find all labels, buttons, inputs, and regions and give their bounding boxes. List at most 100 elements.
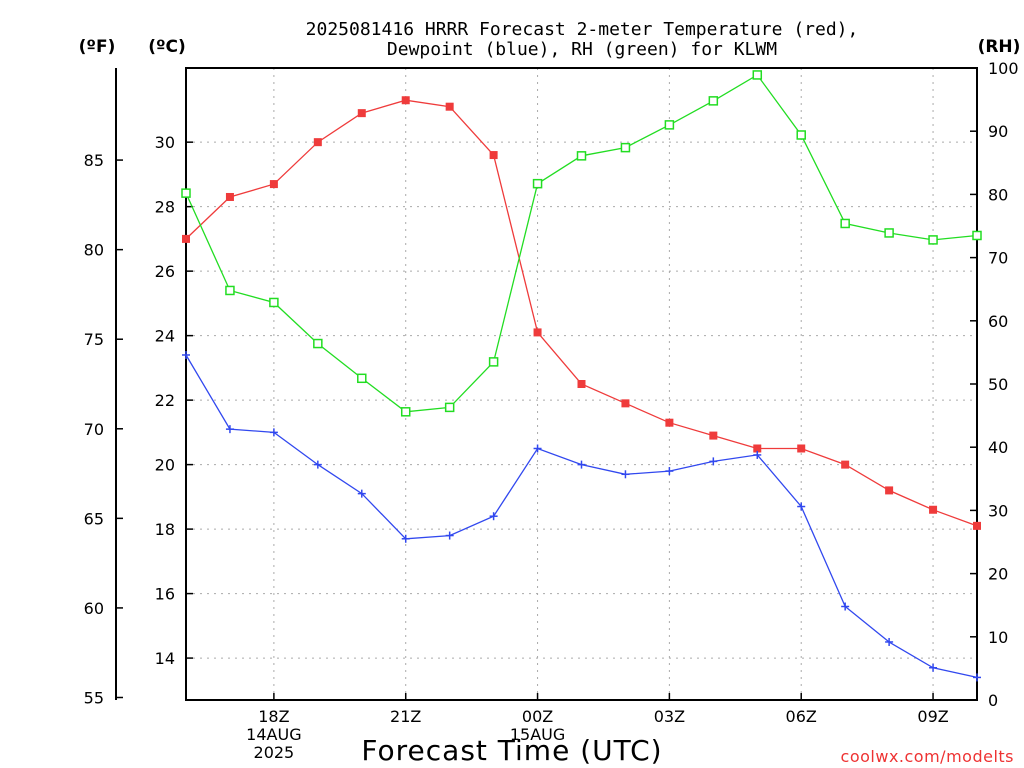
temperature-point — [665, 418, 674, 427]
rh-point — [181, 188, 191, 198]
rh-point — [532, 178, 543, 189]
fahrenheit-tick-label: 85 — [84, 151, 104, 170]
dewpoint-point — [182, 350, 190, 359]
dewpoint-point — [401, 534, 410, 543]
temperature-point — [577, 380, 586, 388]
series-rh — [181, 70, 982, 417]
temperature-point — [225, 192, 234, 201]
celsius-tick-label: 18 — [155, 520, 175, 539]
fahrenheit-tick-label: 55 — [84, 688, 104, 707]
temperature-point — [401, 96, 410, 105]
rh-point — [752, 70, 763, 80]
rh-point — [400, 407, 411, 417]
rh-point — [840, 218, 850, 229]
rh-point — [225, 285, 235, 296]
axes — [115, 67, 978, 701]
x-tick-label: 09Z — [917, 707, 948, 726]
dewpoint-point — [621, 470, 630, 479]
celsius-tick-label: 22 — [155, 391, 175, 410]
dewpoint-point — [313, 460, 322, 469]
dewpoint-point — [225, 425, 234, 434]
x-tick-label: 00Z — [522, 707, 553, 726]
celsius-tick-label: 24 — [155, 327, 175, 346]
rh-point — [928, 235, 938, 245]
celsius-tick-label: 28 — [155, 198, 175, 217]
temperature-point — [797, 444, 806, 453]
dewpoint-point — [841, 602, 850, 611]
temperature-point — [445, 102, 454, 111]
x-tick-label: 18Z — [258, 707, 289, 726]
temperature-point — [929, 505, 938, 514]
rh-point — [884, 228, 894, 238]
rh-tick-label: 20 — [988, 565, 1008, 584]
temperature-point — [533, 328, 542, 337]
dewpoint-point — [753, 450, 762, 459]
x-tick-label: 21Z — [390, 707, 421, 726]
dewpoint-point — [797, 502, 806, 511]
x-tick-label: 2025 — [254, 743, 295, 762]
fahrenheit-tick-label: 80 — [84, 241, 104, 260]
series-line-dewpoint — [185, 354, 978, 679]
celsius-tick-label: 30 — [155, 133, 175, 152]
temperature-point — [841, 460, 850, 469]
temperature-point — [709, 431, 718, 440]
temperature-point — [357, 109, 366, 118]
credit-text: coolwx.com/modelts — [841, 747, 1014, 766]
rh-point — [972, 230, 982, 241]
rh-point — [357, 373, 367, 384]
rh-tick-label: 60 — [988, 312, 1008, 331]
temperature-point — [182, 234, 190, 243]
rh-tick-label: 30 — [988, 501, 1008, 520]
dewpoint-point — [445, 531, 454, 540]
series-dewpoint — [182, 350, 981, 682]
celsius-tick-label: 26 — [155, 262, 175, 281]
temperature-point — [489, 151, 498, 160]
dewpoint-point — [489, 512, 498, 521]
chart-title-line2: Dewpoint (blue), RH (green) for KLWM — [387, 39, 777, 60]
celsius-tick-label: 14 — [155, 649, 175, 668]
rh-point — [269, 297, 279, 308]
rh-point — [708, 96, 719, 106]
fahrenheit-tick-label: 70 — [84, 420, 104, 439]
rh-axis-label: (RH) — [978, 37, 1021, 57]
celsius-tick-label: 20 — [155, 456, 175, 475]
rh-tick-label: 100 — [988, 59, 1019, 78]
dewpoint-point — [357, 489, 366, 498]
dewpoint-point — [269, 428, 278, 437]
rh-point — [488, 357, 499, 367]
x-axis-title: Forecast Time (UTC) — [361, 734, 662, 767]
rh-tick-label: 50 — [988, 375, 1008, 394]
dewpoint-point — [929, 663, 938, 672]
dewpoint-point — [885, 637, 894, 646]
rh-point — [313, 338, 323, 349]
series-temperature — [182, 96, 981, 530]
dewpoint-point — [665, 467, 674, 476]
chart-title-line1: 2025081416 HRRR Forecast 2-meter Tempera… — [306, 19, 859, 40]
dewpoint-point — [533, 444, 542, 453]
fahrenheit-axis-label: (ºF) — [79, 37, 116, 57]
x-tick-label: 03Z — [654, 707, 685, 726]
temperature-point — [313, 138, 322, 147]
temperature-point — [753, 444, 762, 453]
x-tick-label: 06Z — [786, 707, 817, 726]
rh-point — [576, 151, 587, 161]
rh-tick-label: 40 — [988, 438, 1008, 457]
temperature-point — [973, 521, 981, 530]
series-lines — [181, 70, 982, 682]
fahrenheit-tick-label: 75 — [84, 330, 104, 349]
rh-point — [796, 130, 806, 140]
rh-tick-label: 10 — [988, 628, 1008, 647]
rh-tick-label: 90 — [988, 122, 1008, 141]
celsius-axis-label: (ºC) — [148, 37, 186, 57]
dewpoint-point — [577, 460, 586, 469]
temperature-point — [885, 486, 894, 495]
dewpoint-point — [973, 673, 981, 682]
tick-labels: 14 16 18 20 22 24 26 28 30 55 60 65 70 75 80 85 0 10 20 30 4… — [84, 59, 1019, 762]
rh-tick-label: 80 — [988, 185, 1008, 204]
celsius-tick-label: 16 — [155, 585, 175, 604]
rh-point — [444, 402, 455, 413]
temperature-point — [269, 180, 278, 189]
x-tick-label: 14AUG — [246, 725, 301, 744]
rh-point — [664, 120, 675, 130]
